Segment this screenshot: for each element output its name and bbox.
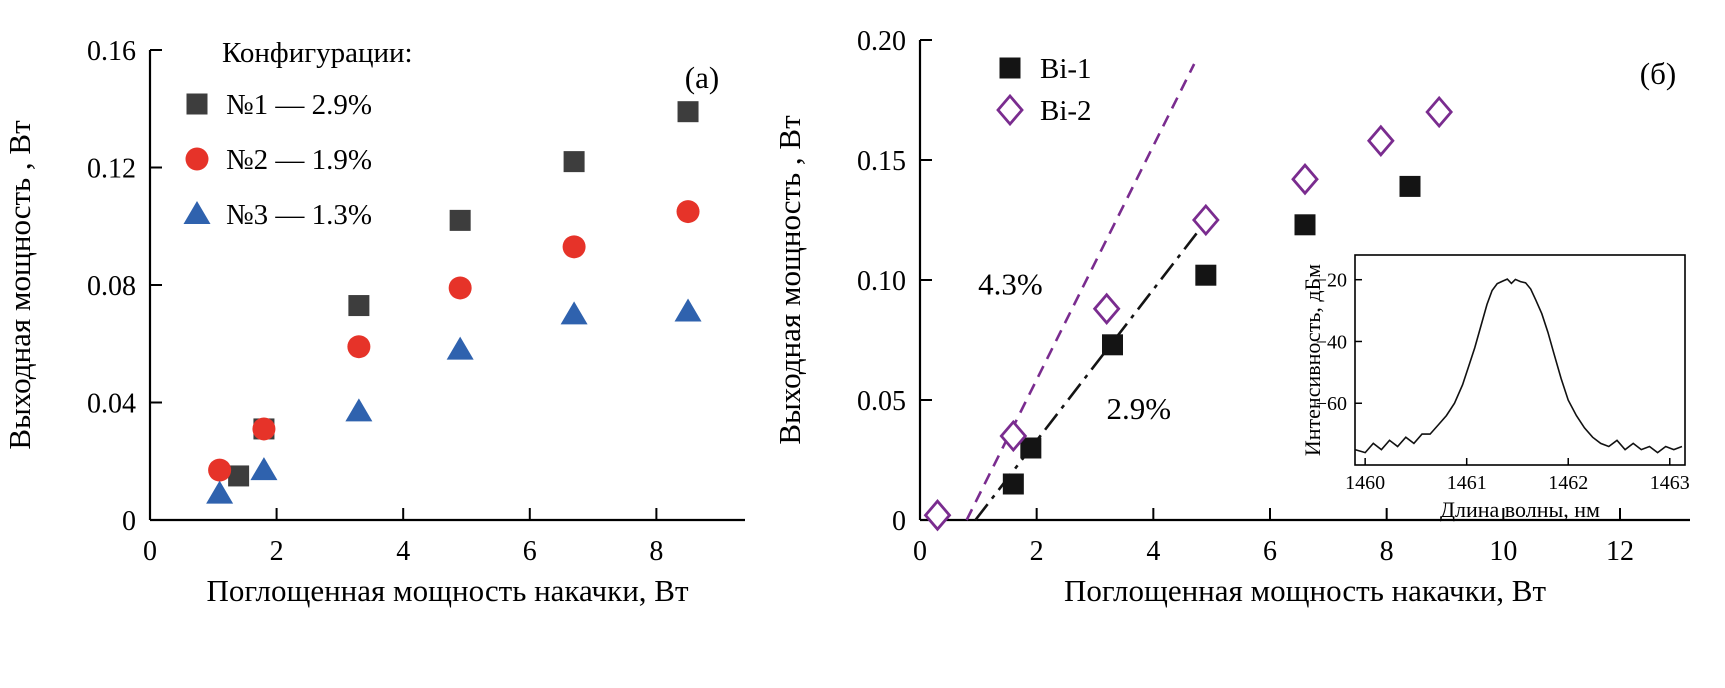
data-point xyxy=(1092,292,1121,325)
panel-a-chart: 0 2 4 6 8 0 0.04 0.08 0.12 0.16 Поглощенная мощнос… xyxy=(2,36,745,608)
inset-y-axis-label: Интенсивность, дБм xyxy=(1300,264,1325,456)
legend-label: Bi-1 xyxy=(1040,53,1092,85)
data-point xyxy=(345,398,373,422)
legend-marker xyxy=(183,201,211,224)
data-point xyxy=(449,209,471,231)
legend-marker xyxy=(996,93,1024,127)
y-axis-label: Выходная мощность , Вт xyxy=(772,115,807,445)
data-point xyxy=(677,101,699,123)
data-point xyxy=(563,151,585,173)
data-point xyxy=(1366,124,1395,157)
data-point xyxy=(999,419,1028,453)
x-tick-label: 10 xyxy=(1489,536,1517,567)
data-point xyxy=(560,301,588,325)
y-tick-label: 0.08 xyxy=(87,271,136,302)
x-tick-label: 8 xyxy=(649,536,663,567)
y-tick-label: 0.04 xyxy=(87,389,136,420)
x-tick-label: 4 xyxy=(1146,536,1160,567)
data-point xyxy=(1191,203,1220,237)
data-point xyxy=(347,335,371,359)
y-tick-label: 0.10 xyxy=(857,266,906,297)
x-axis-label: Поглощенная мощность накачки, Вт xyxy=(1064,573,1546,608)
inset-x-tick-label: 1463 xyxy=(1650,472,1690,494)
panel-label: (б) xyxy=(1640,56,1676,91)
inset-y-tick-label: −60 xyxy=(1316,393,1347,415)
legend-title: Конфигурации: xyxy=(222,37,413,69)
legend-marker xyxy=(185,147,209,171)
y-tick-label: 0 xyxy=(122,506,136,537)
x-tick-label: 8 xyxy=(1380,536,1394,567)
x-tick-label: 6 xyxy=(1263,536,1277,567)
data-point xyxy=(676,200,700,224)
legend-marker xyxy=(186,93,208,115)
inset-x-axis-label: Длина волны, нм xyxy=(1440,497,1600,522)
inset-x-tick-label: 1460 xyxy=(1345,472,1385,494)
data-point xyxy=(1020,437,1042,459)
x-tick-label: 12 xyxy=(1606,536,1634,567)
data-point xyxy=(562,235,586,259)
data-point xyxy=(448,276,472,300)
slope-label: 4.3% xyxy=(978,266,1043,301)
x-tick-label: 0 xyxy=(143,536,157,567)
spectrum-curve xyxy=(1354,278,1683,454)
inset-frame xyxy=(1354,254,1686,466)
y-axis-label: Выходная мощность , Вт xyxy=(2,120,37,450)
data-point xyxy=(208,458,232,482)
x-tick-label: 4 xyxy=(396,536,410,567)
data-point xyxy=(1399,175,1421,197)
fit-line xyxy=(965,63,1196,521)
inset-y-tick-label: −20 xyxy=(1316,270,1347,292)
data-point xyxy=(1002,473,1024,495)
x-tick-label: 0 xyxy=(913,536,927,567)
y-tick-label: 0.20 xyxy=(857,26,906,57)
data-point xyxy=(348,295,370,317)
inset-x-tick-label: 1462 xyxy=(1548,472,1588,494)
data-point xyxy=(1294,214,1316,236)
inset-x-tick-label: 1461 xyxy=(1447,472,1487,494)
data-point xyxy=(1425,95,1454,129)
y-tick-label: 0.15 xyxy=(857,146,906,177)
x-tick-label: 2 xyxy=(270,536,284,567)
data-point xyxy=(923,499,952,532)
legend-marker xyxy=(999,57,1021,79)
data-point xyxy=(446,336,474,360)
legend-label: Bi-2 xyxy=(1040,95,1092,127)
x-tick-label: 6 xyxy=(523,536,537,567)
slope-label: 2.9% xyxy=(1106,391,1171,426)
data-point xyxy=(674,298,702,322)
data-point xyxy=(1195,264,1217,286)
y-tick-label: 0 xyxy=(892,506,906,537)
x-axis-label: Поглощенная мощность накачки, Вт xyxy=(206,573,688,608)
data-point xyxy=(1102,334,1123,356)
legend-label: №2 — 1.9% xyxy=(226,144,372,176)
y-tick-label: 0.05 xyxy=(857,386,906,417)
panel-label: (а) xyxy=(685,60,719,95)
data-point xyxy=(252,417,276,441)
y-tick-label: 0.12 xyxy=(87,154,136,185)
fit-line xyxy=(974,216,1210,521)
data-point xyxy=(250,457,278,481)
data-point xyxy=(1291,163,1319,196)
legend-label: №3 — 1.3% xyxy=(226,199,372,231)
legend-label: №1 — 2.9% xyxy=(226,89,372,121)
y-tick-label: 0.16 xyxy=(87,36,136,67)
panel-b-chart: 0 2 4 6 8 10 12 0 0.05 0.10 0.15 0.20 Поглощенная мо… xyxy=(772,26,1690,608)
data-point xyxy=(228,465,250,487)
data-point xyxy=(206,480,234,504)
inset-y-tick-label: −40 xyxy=(1316,331,1347,353)
x-tick-label: 2 xyxy=(1030,536,1044,567)
